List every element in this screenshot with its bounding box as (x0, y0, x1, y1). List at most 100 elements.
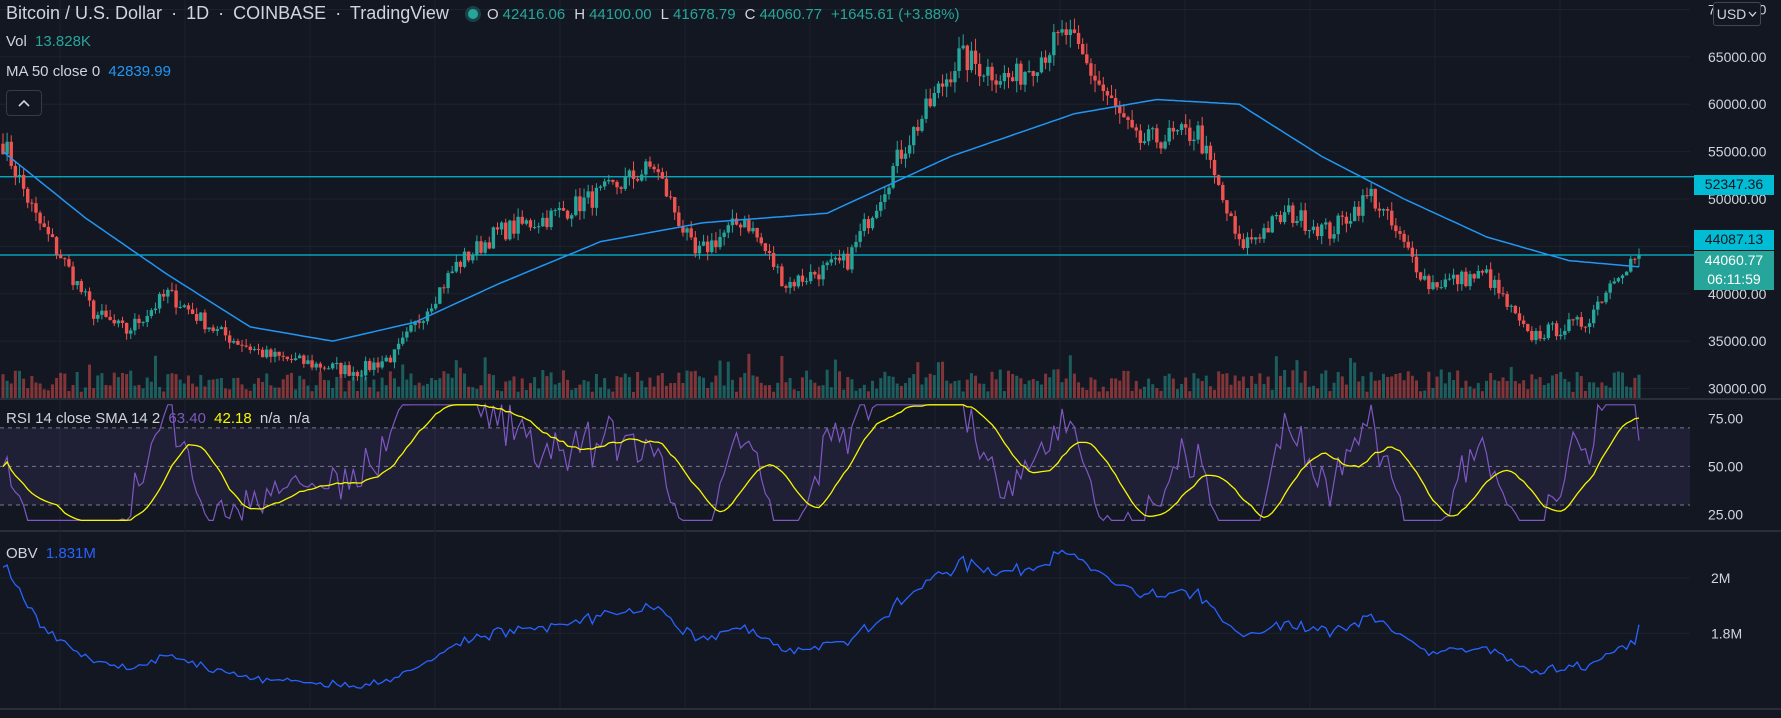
volume-bar (895, 383, 899, 398)
candle (817, 274, 821, 280)
candle (215, 329, 219, 331)
candle (433, 303, 438, 309)
volume-bar (1542, 384, 1546, 398)
ma-legend[interactable]: MA 50 close 0 42839.99 (6, 63, 175, 80)
volume-bar (277, 387, 281, 398)
volume-bar (50, 384, 54, 398)
rsi-legend[interactable]: RSI 14 close SMA 14 2 63.40 42.18 n/a n/… (6, 410, 314, 427)
volume-bar (1505, 381, 1509, 398)
volume-bar (125, 374, 129, 398)
candle (248, 346, 252, 350)
candle (454, 261, 458, 272)
candle (1192, 139, 1196, 142)
volume-bar (838, 371, 842, 398)
candle (561, 208, 566, 211)
candle (1443, 279, 1448, 288)
symbol-name[interactable]: Bitcoin / U.S. Dollar (6, 3, 163, 23)
volume-bar (883, 371, 887, 398)
volume-bar (79, 391, 83, 398)
volume-bar (1110, 378, 1114, 398)
volume-bar (1637, 374, 1641, 398)
volume-legend[interactable]: Vol 13.828K (6, 33, 95, 50)
volume-bar (17, 370, 21, 398)
volume-bar (561, 370, 565, 398)
volume-bar (1559, 372, 1563, 398)
volume-bar (842, 389, 846, 398)
candle (1352, 206, 1357, 222)
volume-bar (1007, 370, 1011, 398)
volume-bar (619, 377, 623, 398)
volume-bar (1501, 377, 1505, 398)
candle (273, 351, 277, 357)
candle (1270, 216, 1274, 233)
collapse-legend-button[interactable] (6, 90, 42, 116)
volume-bar (318, 372, 322, 398)
candle (1488, 269, 1493, 288)
candle (34, 203, 38, 213)
candle (776, 266, 780, 268)
volume-bar (718, 360, 722, 398)
volume-bar (1196, 378, 1200, 398)
candle (260, 349, 265, 358)
volume-bar (1031, 378, 1035, 398)
candle (1060, 29, 1064, 33)
exchange-label: COINBASE (233, 3, 327, 23)
volume-bar (1, 374, 5, 398)
candle (1332, 234, 1336, 239)
candle (714, 240, 718, 248)
currency-selector[interactable]: USD (1713, 2, 1761, 26)
volume-bar (990, 371, 994, 398)
candle (813, 271, 817, 275)
volume-bar (1274, 356, 1278, 398)
interval-label[interactable]: 1D (186, 3, 210, 23)
volume-bar (96, 375, 100, 398)
candle (1105, 90, 1110, 96)
volume-bar (784, 382, 788, 398)
candle (771, 252, 776, 267)
volume-bar (59, 372, 63, 398)
volume-bar (1303, 370, 1307, 398)
candle (1175, 130, 1180, 132)
volume-bar (1526, 389, 1530, 398)
candle (1414, 256, 1419, 273)
volume-bar (1278, 375, 1282, 398)
volume-bar (100, 373, 104, 398)
candle (232, 340, 236, 343)
candle (1122, 113, 1126, 118)
candle (388, 357, 393, 363)
volume-bar (833, 359, 837, 398)
candle (524, 220, 529, 224)
volume-bar (1340, 376, 1344, 398)
candle (1216, 175, 1221, 185)
volume-bar (1608, 387, 1612, 398)
candle (376, 362, 380, 368)
candle (1344, 216, 1349, 224)
candle (821, 265, 825, 280)
volume-bar (722, 385, 726, 398)
volume-bar (953, 381, 957, 398)
candle (1591, 309, 1596, 324)
candle (1188, 127, 1192, 142)
candle (314, 363, 318, 368)
candle (1311, 226, 1316, 231)
volume-bar (108, 385, 112, 398)
volume-bar (191, 383, 195, 398)
volume-bar (1105, 391, 1109, 398)
volume-bar (1489, 372, 1493, 398)
volume-bar (656, 375, 660, 398)
candle (611, 180, 615, 182)
obv-legend[interactable]: OBV 1.831M (6, 545, 100, 562)
candle (804, 281, 809, 283)
candle (689, 228, 693, 238)
volume-bar (1592, 382, 1596, 398)
candle (602, 181, 607, 187)
candle (100, 310, 104, 315)
candle (1455, 274, 1460, 285)
candle (265, 349, 269, 358)
ma-value: 42839.99 (108, 63, 171, 80)
volume-bar (974, 375, 978, 398)
volume-bar (1567, 381, 1571, 398)
candle (223, 327, 228, 336)
